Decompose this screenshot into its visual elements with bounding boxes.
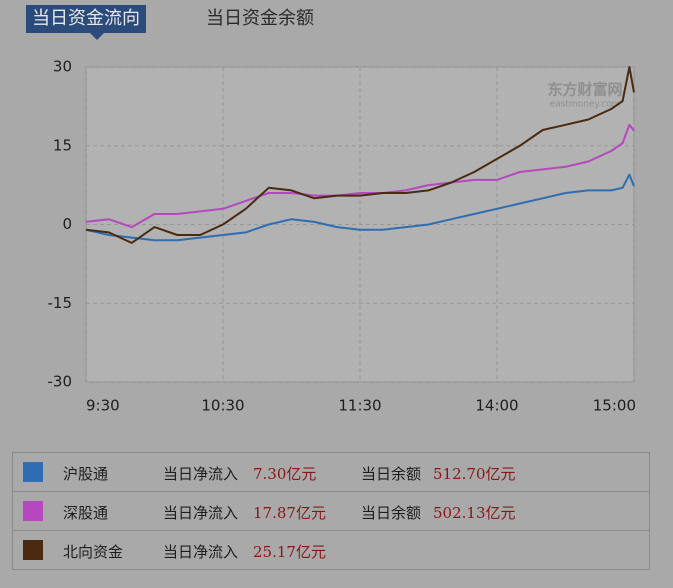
inflow-value: 17.87亿元 [253, 504, 326, 522]
legend-row: 北向资金 当日净流入 25.17亿元 [13, 531, 649, 569]
inflow-value: 25.17亿元 [253, 543, 326, 561]
y-tick-label: 0 [62, 215, 72, 233]
watermark-site: eastmoney.com [550, 100, 621, 110]
y-tick-label: -30 [48, 373, 73, 391]
legend-name: 深股通 [63, 504, 109, 522]
balance-label: 当日余额 [361, 465, 422, 483]
tab-active[interactable]: 当日资金流向 [26, 5, 146, 33]
x-tick-label: 15:00 [593, 397, 636, 415]
legend-swatch [23, 462, 43, 482]
y-tick-label: -15 [48, 294, 73, 312]
series-line [85, 173, 635, 242]
chart: 东方财富网 eastmoney.com 30 15 0 -15 -30 9:30 10:30… [48, 58, 637, 415]
legend-row: 沪股通 当日净流入 7.30亿元 当日余额 512.70亿元 [13, 453, 649, 492]
legend-swatch [23, 540, 43, 560]
legend-row: 深股通 当日净流入 17.87亿元 当日余额 502.13亿元 [13, 492, 649, 531]
tab[interactable]: 当日资金余额 [206, 8, 314, 29]
watermark: 东方财富网 [547, 81, 622, 99]
y-tick-label: 15 [53, 136, 72, 154]
legend-swatch [23, 501, 43, 521]
balance-label: 当日余额 [361, 504, 422, 522]
balance-value: 502.13亿元 [433, 504, 516, 522]
y-tick-label: 30 [53, 58, 72, 76]
balance-value: 512.70亿元 [433, 465, 516, 483]
legend-name: 北向资金 [63, 543, 124, 561]
x-tick-label: 11:30 [338, 397, 381, 415]
inflow-label: 当日净流入 [163, 543, 239, 561]
x-tick-label: 14:00 [475, 397, 518, 415]
inflow-label: 当日净流入 [163, 504, 239, 522]
inflow-value: 7.30亿元 [253, 465, 317, 483]
x-tick-label: 9:30 [86, 397, 120, 415]
series-line [85, 66, 635, 244]
legend-table: 沪股通 当日净流入 7.30亿元 当日余额 512.70亿元 深股通 当日净流入 17.87亿… [12, 452, 650, 570]
tab-arrow [90, 33, 104, 40]
x-tick-label: 10:30 [201, 397, 244, 415]
legend-name: 沪股通 [63, 465, 109, 483]
inflow-label: 当日净流入 [163, 465, 239, 483]
